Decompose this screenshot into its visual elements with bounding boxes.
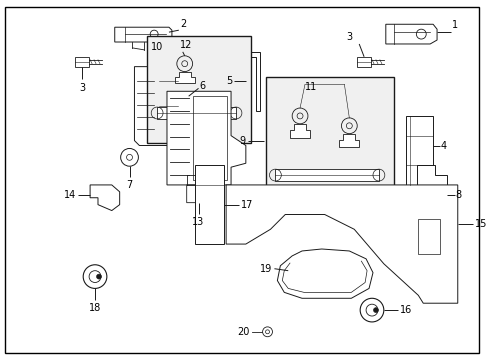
Bar (194, 165, 224, 244)
Text: 4: 4 (440, 140, 446, 150)
Bar (192, 96, 226, 180)
Polygon shape (289, 124, 309, 138)
Polygon shape (134, 67, 188, 145)
Polygon shape (385, 24, 436, 44)
Text: 12: 12 (180, 40, 192, 50)
Text: 8: 8 (455, 190, 461, 200)
Polygon shape (175, 72, 194, 84)
Bar (265, 77, 393, 204)
Polygon shape (186, 185, 206, 203)
Text: 9: 9 (239, 136, 245, 145)
Text: 13: 13 (192, 217, 204, 228)
Circle shape (373, 308, 378, 312)
Text: 11: 11 (305, 82, 317, 93)
Polygon shape (416, 165, 446, 220)
Text: 15: 15 (473, 219, 486, 229)
Text: 7: 7 (126, 180, 132, 190)
Bar (405, 116, 432, 185)
Bar (75, 57, 89, 67)
Bar (417, 220, 439, 254)
Text: 17: 17 (241, 200, 253, 210)
Bar (156, 78, 181, 138)
Text: 3: 3 (346, 32, 351, 42)
Polygon shape (115, 27, 172, 42)
Polygon shape (277, 249, 372, 298)
Text: 5: 5 (225, 76, 232, 86)
Text: 3: 3 (79, 84, 85, 93)
Text: 1: 1 (451, 20, 457, 30)
Polygon shape (339, 134, 359, 148)
Text: 19: 19 (260, 264, 272, 274)
Text: 16: 16 (399, 305, 411, 315)
Text: 6: 6 (199, 81, 205, 91)
Bar (147, 36, 250, 143)
Polygon shape (225, 185, 457, 303)
Circle shape (96, 274, 101, 279)
Text: 20: 20 (237, 327, 249, 337)
Polygon shape (157, 107, 236, 119)
Text: 14: 14 (64, 190, 76, 200)
Text: 18: 18 (89, 303, 101, 313)
Text: 2: 2 (180, 19, 185, 29)
Polygon shape (245, 52, 259, 111)
Polygon shape (275, 169, 378, 181)
Polygon shape (166, 91, 245, 185)
Text: 10: 10 (151, 42, 163, 52)
Polygon shape (90, 185, 120, 211)
Bar (357, 57, 370, 67)
